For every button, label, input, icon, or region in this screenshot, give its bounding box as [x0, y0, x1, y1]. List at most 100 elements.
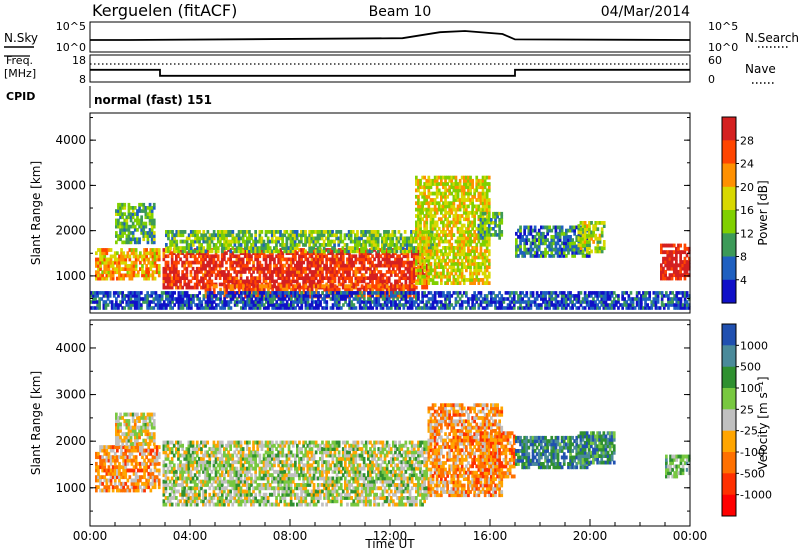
data-cell — [144, 221, 148, 226]
data-cell — [452, 198, 456, 202]
data-cell — [431, 214, 435, 218]
data-cell — [408, 273, 412, 277]
data-cell — [132, 264, 136, 268]
data-cell — [285, 246, 289, 250]
data-cell — [258, 263, 262, 268]
data-cell — [310, 236, 314, 241]
data-cell — [292, 300, 295, 304]
data-cell — [467, 255, 470, 260]
data-cell — [485, 182, 489, 186]
data-cell — [250, 254, 253, 259]
data-cell — [268, 263, 272, 268]
data-cell — [304, 276, 308, 280]
data-cell — [600, 221, 604, 225]
data-cell — [296, 282, 299, 287]
data-cell — [377, 276, 381, 280]
data-cell — [279, 248, 283, 252]
data-cell — [298, 260, 301, 265]
data-cell — [348, 300, 351, 304]
data-cell — [419, 236, 422, 241]
data-cell — [198, 266, 201, 271]
data-cell — [198, 243, 201, 247]
data-cell — [254, 300, 258, 304]
data-cell — [354, 260, 358, 265]
data-cell — [117, 224, 120, 229]
data-cell — [479, 246, 483, 250]
data-cell — [248, 260, 251, 265]
data-cell — [400, 263, 404, 268]
data-cell — [101, 276, 104, 281]
data-cell — [523, 254, 526, 258]
data-cell — [379, 294, 383, 298]
data-cell — [423, 249, 426, 253]
data-cell — [118, 254, 121, 259]
data-cell — [550, 300, 554, 304]
data-cell — [679, 256, 682, 261]
data-cell — [573, 254, 576, 258]
data-cell — [264, 243, 268, 247]
data-cell — [481, 239, 485, 244]
data-cell — [153, 260, 157, 265]
data-cell — [298, 306, 301, 310]
data-cell — [415, 207, 418, 212]
data-cell — [421, 239, 424, 244]
data-cell — [462, 217, 466, 222]
data-cell — [408, 246, 411, 250]
data-cell — [548, 306, 551, 310]
data-cell — [381, 276, 385, 280]
data-cell — [479, 191, 483, 196]
data-cell — [412, 249, 415, 254]
data-cell — [475, 278, 479, 282]
data-cell — [349, 236, 353, 241]
data-cell — [150, 209, 154, 213]
data-cell — [542, 291, 545, 295]
data-cell — [223, 306, 226, 310]
data-cell — [202, 266, 205, 271]
data-cell — [143, 248, 146, 252]
data-cell — [396, 260, 399, 265]
data-cell — [262, 243, 266, 247]
data-cell — [141, 267, 144, 271]
data-cell — [373, 263, 376, 268]
data-cell — [387, 297, 391, 301]
data-cell — [404, 276, 408, 280]
data-cell — [481, 252, 485, 257]
data-cell — [204, 294, 208, 299]
data-cell — [427, 191, 431, 196]
data-cell — [175, 239, 179, 244]
data-cell — [95, 257, 98, 262]
data-cell — [212, 257, 216, 262]
data-cell — [340, 297, 343, 301]
data-cell — [437, 274, 441, 279]
data-cell — [560, 225, 564, 230]
data-cell — [105, 251, 109, 256]
data-cell — [446, 262, 449, 266]
data-cell — [117, 221, 120, 226]
data-cell — [191, 285, 195, 290]
data-cell — [136, 218, 139, 223]
data-cell — [347, 249, 351, 254]
data-cell — [129, 231, 133, 235]
data-cell — [490, 291, 493, 295]
data-cell — [508, 300, 512, 304]
data-cell — [192, 243, 195, 247]
data-cell — [356, 297, 360, 301]
data-cell — [298, 294, 301, 298]
data-cell — [215, 294, 218, 298]
data-cell — [333, 239, 336, 244]
data-cell — [475, 175, 479, 180]
data-cell — [425, 236, 429, 241]
data-cell — [337, 243, 341, 247]
data-cell — [173, 246, 176, 250]
data-cell — [111, 276, 115, 281]
data-cell — [362, 230, 365, 234]
data-cell — [127, 209, 131, 213]
data-cell — [398, 287, 401, 292]
data-cell — [440, 281, 443, 285]
data-cell — [132, 273, 136, 278]
data-cell — [289, 282, 293, 287]
data-cell — [254, 254, 257, 259]
data-cell — [124, 257, 128, 262]
data-cell — [440, 271, 443, 276]
data-cell — [200, 236, 203, 241]
